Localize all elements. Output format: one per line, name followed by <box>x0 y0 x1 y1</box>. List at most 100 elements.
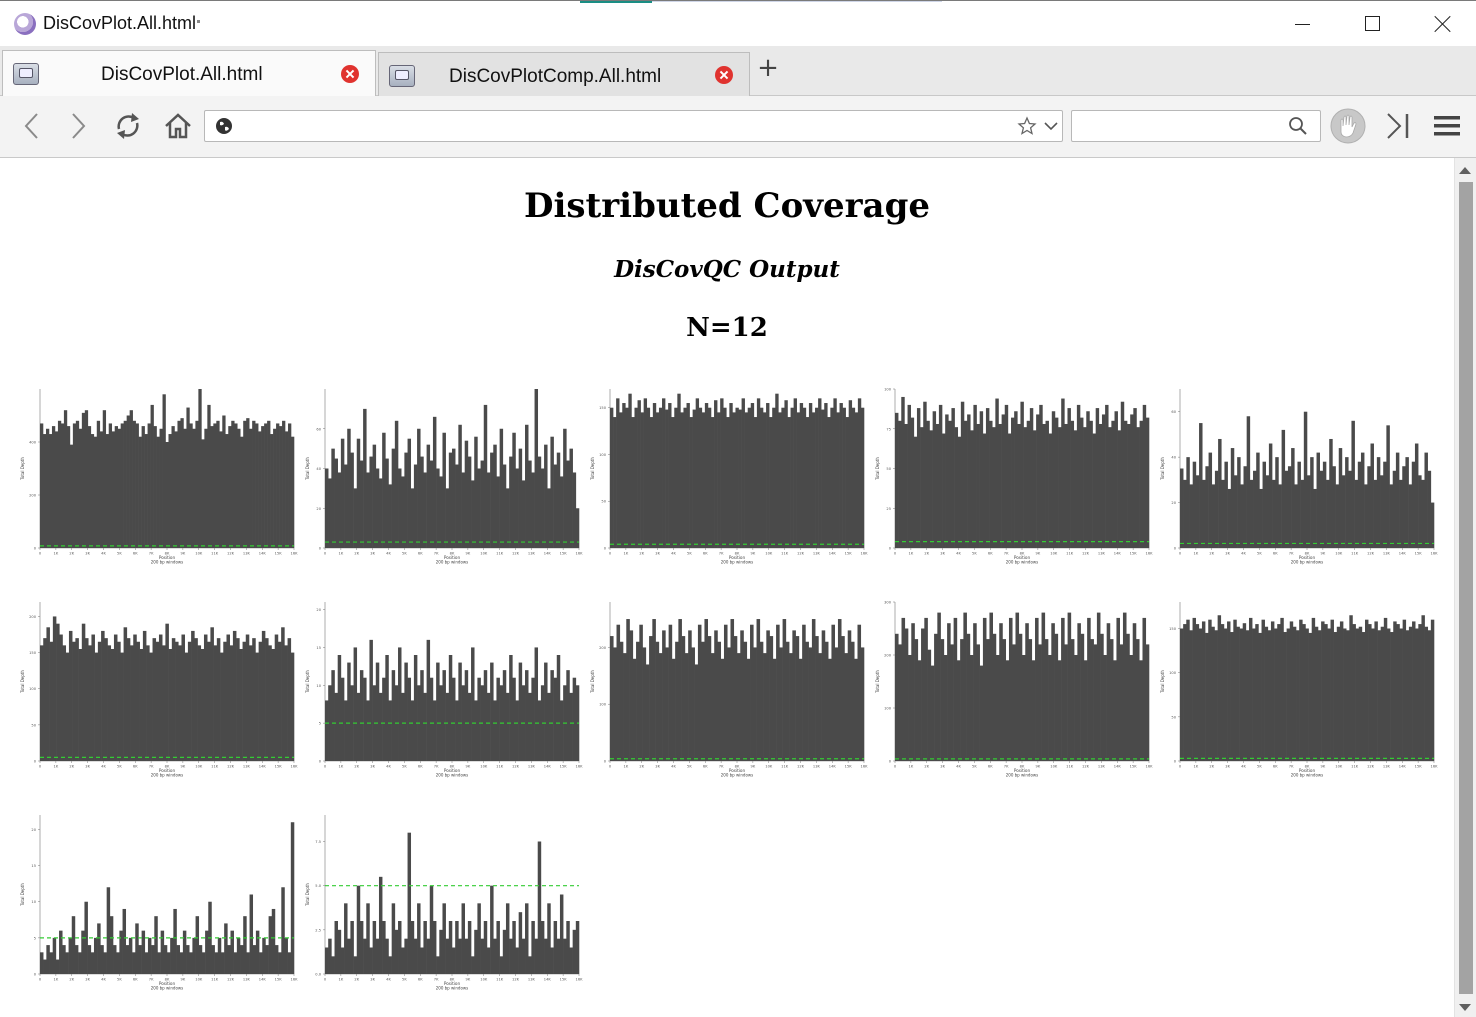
y-tick-label: 100 <box>1169 671 1177 675</box>
y-tick-label: 10 <box>31 900 36 904</box>
vertical-scrollbar[interactable] <box>1454 158 1476 1017</box>
coverage-bar <box>966 633 971 761</box>
block-button[interactable] <box>1330 108 1366 144</box>
coverage-bar <box>691 647 695 761</box>
back-button[interactable] <box>16 110 48 142</box>
coverage-bar <box>385 655 389 761</box>
address-bar[interactable] <box>204 110 1063 142</box>
coverage-plot-10[interactable]: 0 50 100 150 0 1K 2K 3K 4K 5K 6K 7K 8K 9K 10K 11K 12K 13K… <box>1158 598 1443 803</box>
search-input[interactable] <box>1078 114 1282 140</box>
coverage-bar <box>689 417 693 548</box>
coverage-bar <box>637 400 641 548</box>
coverage-bar <box>423 921 427 974</box>
coverage-bar <box>671 658 676 761</box>
url-input[interactable] <box>241 114 1005 140</box>
x-tick-label: 12K <box>1367 552 1375 556</box>
coverage-bar <box>66 426 71 548</box>
coverage-bar <box>805 417 810 548</box>
coverage-bar <box>1020 401 1024 548</box>
search-bar[interactable] <box>1071 110 1321 142</box>
coverage-plot-1[interactable]: 0 200 400 0 1K 2K 3K 4K 5K 6K 7K 8K 9K 10K 11K 12K 13K 14… <box>18 385 303 590</box>
x-tick-label: 1K <box>909 552 914 556</box>
coverage-bar <box>385 458 389 548</box>
x-tick-label: 10K <box>480 978 488 982</box>
maximize-button[interactable] <box>1338 1 1408 47</box>
coverage-bar <box>236 638 240 761</box>
x-tick-label: 11K <box>781 765 789 769</box>
x-tick-label: 9K <box>751 765 756 769</box>
coverage-bar <box>824 403 828 548</box>
coverage-bar <box>1103 655 1107 761</box>
y-tick-label: 150 <box>599 406 607 410</box>
coverage-bar <box>1360 452 1365 548</box>
coverage-bar <box>452 947 456 974</box>
coverage-bar <box>72 423 77 548</box>
sidebar-toggle-button[interactable] <box>1382 110 1414 142</box>
coverage-plot-3[interactable]: 0 50 100 150 0 1K 2K 3K 4K 5K 6K 7K 8K 9K 10K 11K 12K 13K… <box>588 385 873 590</box>
coverage-bar <box>132 420 136 548</box>
menu-button[interactable] <box>1431 110 1463 142</box>
minimize-button[interactable] <box>1268 1 1338 47</box>
coverage-plot-2[interactable]: 0 20 40 60 0 1K 2K 3K 4K 5K 6K 7K 8K 9K 10K 11K 12K 13K 14… <box>303 385 588 590</box>
y-axis-label: Total Depth <box>20 457 25 481</box>
coverage-bar <box>93 436 98 548</box>
forward-button[interactable] <box>62 110 94 142</box>
coverage-bar <box>477 677 481 761</box>
close-window-button[interactable] <box>1408 1 1476 47</box>
reload-button[interactable] <box>112 110 144 142</box>
coverage-bar <box>824 641 829 761</box>
coverage-bar <box>534 389 539 548</box>
close-tab-icon[interactable] <box>715 66 733 84</box>
chevron-down-icon[interactable] <box>1043 118 1059 134</box>
coverage-plot-4[interactable]: 0 25 50 75 100 0 1K 2K 3K 4K 5K 6K 7K 8K 9K 10K 11K 12K 13… <box>873 385 1158 590</box>
coverage-bar <box>913 436 918 548</box>
search-icon[interactable] <box>1288 116 1308 136</box>
x-tick-label: 0 <box>324 552 327 556</box>
home-button[interactable] <box>162 110 194 142</box>
x-tick-label: 8K <box>1305 552 1310 556</box>
x-tick-label: 11K <box>1066 765 1074 769</box>
coverage-plot-7[interactable]: 0 5 10 15 20 0 1K 2K 3K 4K 5K 6K 7K 8K 9K 10K 11K 12K 13K 1… <box>303 598 588 803</box>
coverage-plot-9[interactable]: 0 100 200 300 0 1K 2K 3K 4K 5K 6K 7K 8K 9K 10K 11K 12K 13… <box>873 598 1158 803</box>
scroll-up-arrow-icon[interactable] <box>1459 167 1471 174</box>
coverage-bar <box>356 692 361 761</box>
bookmark-star-icon[interactable] <box>1017 116 1037 136</box>
coverage-bar <box>211 945 215 974</box>
coverage-bar <box>493 938 497 974</box>
coverage-plot-6[interactable]: 0 50 100 150 200 0 1K 2K 3K 4K 5K 6K 7K 8K 9K 10K 11K 12K… <box>18 598 303 803</box>
coverage-bar <box>201 952 206 974</box>
coverage-plot-5[interactable]: 0 20 40 60 0 1K 2K 3K 4K 5K 6K 7K 8K 9K 10K 11K 12K 13K 14… <box>1158 385 1443 590</box>
coverage-bar <box>1421 479 1425 548</box>
coverage-bar <box>626 619 630 761</box>
coverage-bar <box>1313 488 1317 548</box>
coverage-bar <box>795 636 800 761</box>
tab-label: DisCovPlotComp.All.html <box>449 66 662 87</box>
coverage-plot-11[interactable]: 0 5 10 15 20 0 1K 2K 3K 4K 5K 6K 7K 8K 9K 10K 11K 12K 13K 1… <box>18 811 303 1016</box>
navigation-toolbar <box>0 96 1476 158</box>
y-tick-label: 40 <box>1171 456 1176 460</box>
coverage-bar <box>616 624 621 761</box>
coverage-plot-12[interactable]: 0.0 2.5 5.0 7.5 0 1K 2K 3K 4K 5K 6K 7K 8K 9K 10K 11K 12K… <box>303 811 588 1016</box>
close-tab-icon[interactable] <box>341 65 359 83</box>
scroll-thumb[interactable] <box>1459 182 1473 994</box>
coverage-bar <box>1044 639 1049 761</box>
coverage-plot-8[interactable]: 0 100 200 0 1K 2K 3K 4K 5K 6K 7K 8K 9K 10K 11K 12K 13K 14… <box>588 598 873 803</box>
y-tick-label: 200 <box>29 615 37 619</box>
new-tab-button[interactable]: + <box>757 53 779 83</box>
coverage-bar <box>91 634 95 761</box>
coverage-bar <box>1018 633 1023 761</box>
scroll-down-arrow-icon[interactable] <box>1459 1004 1471 1011</box>
coverage-bar <box>575 921 580 974</box>
tab-strip: DisCovPlot.All.html DisCovPlotComp.All.h… <box>0 46 1476 97</box>
coverage-bar <box>857 624 862 761</box>
tab-discovplot-all[interactable]: DisCovPlot.All.html <box>2 50 376 97</box>
x-tick-label: 8K <box>165 552 170 556</box>
coverage-bar <box>1129 655 1134 761</box>
tab-discovplotcomp-all[interactable]: DisCovPlotComp.All.html <box>378 52 750 96</box>
coverage-bar <box>559 894 564 974</box>
coverage-bar <box>1355 628 1360 761</box>
coverage-bar <box>1286 628 1291 761</box>
coverage-bar <box>566 460 570 548</box>
coverage-bar <box>261 630 266 761</box>
coverage-bar <box>398 468 402 548</box>
